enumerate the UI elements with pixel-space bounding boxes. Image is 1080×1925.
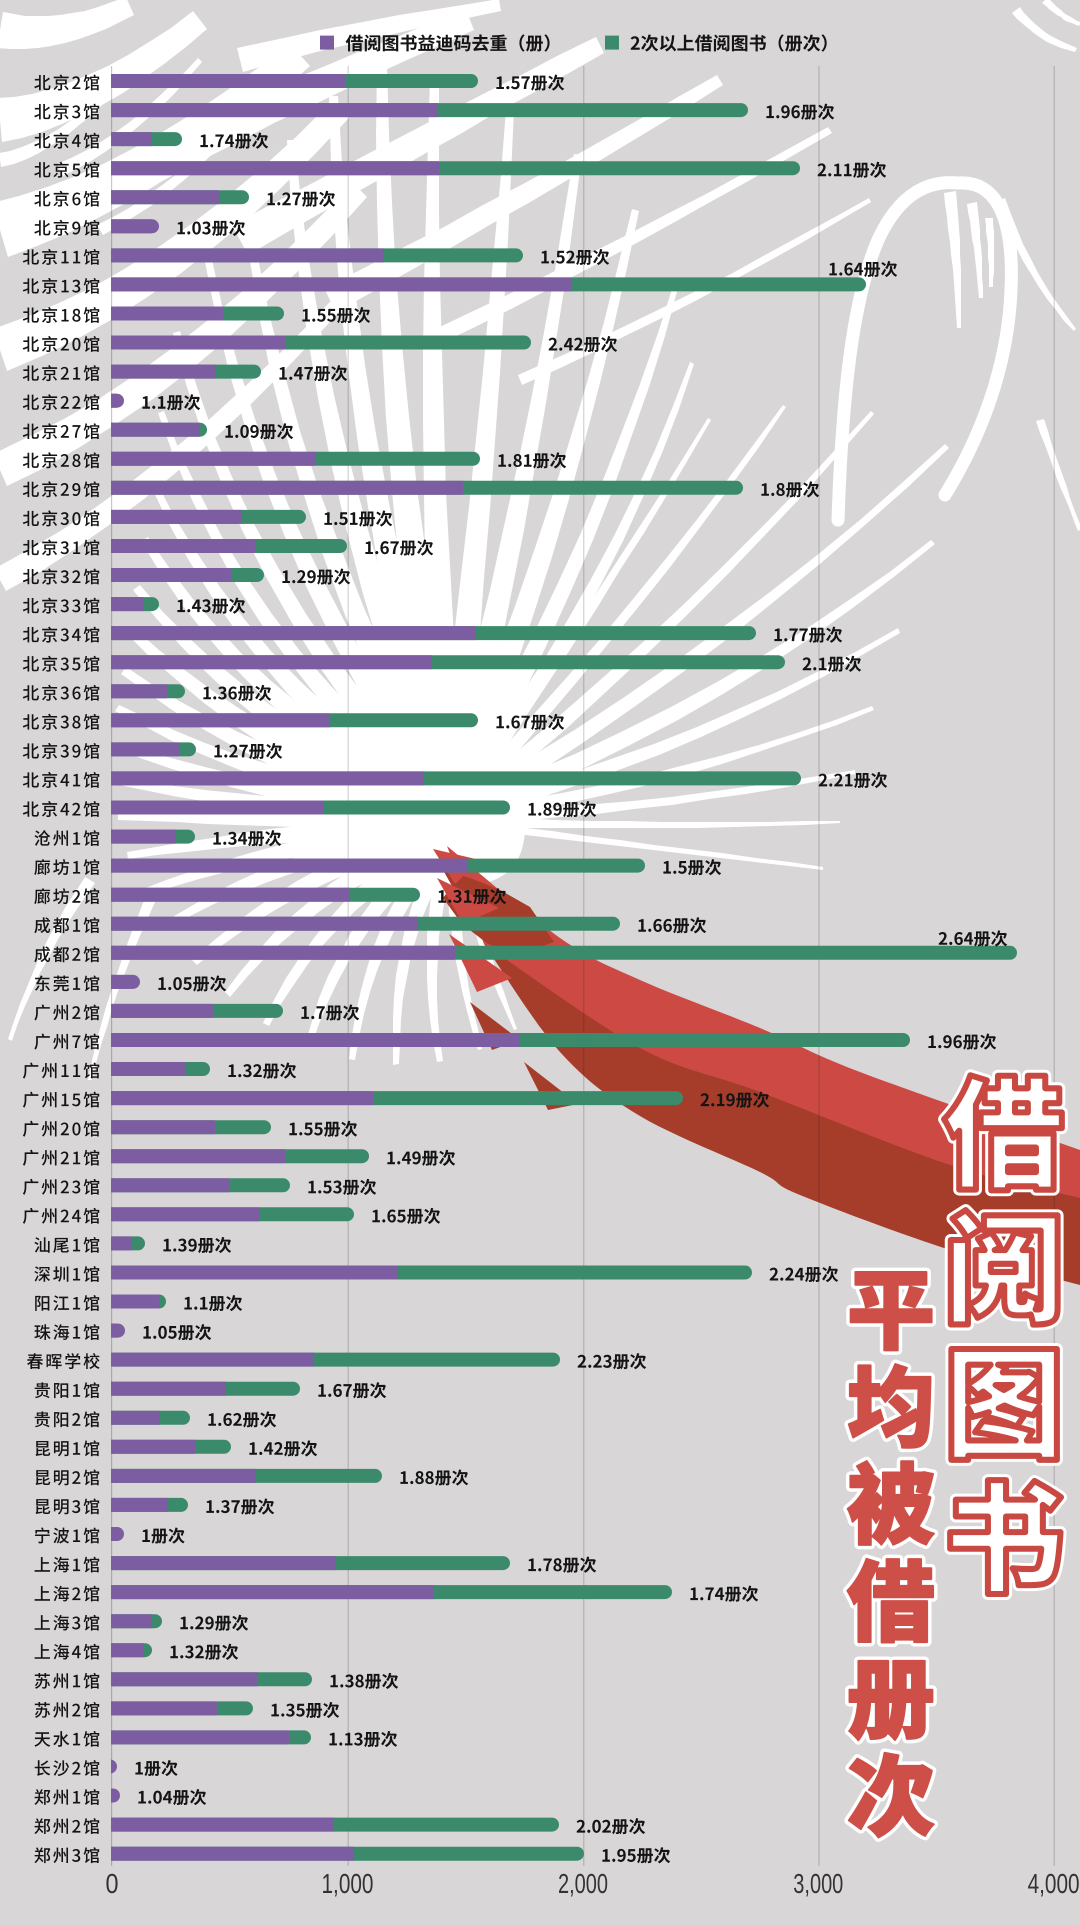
svg-text:0: 0 [106,1868,119,1899]
svg-text:1,000: 1,000 [322,1868,374,1899]
svg-text:3,000: 3,000 [793,1868,843,1899]
svg-text:4,000: 4,000 [1028,1868,1080,1899]
svg-text:2,000: 2,000 [558,1868,608,1899]
